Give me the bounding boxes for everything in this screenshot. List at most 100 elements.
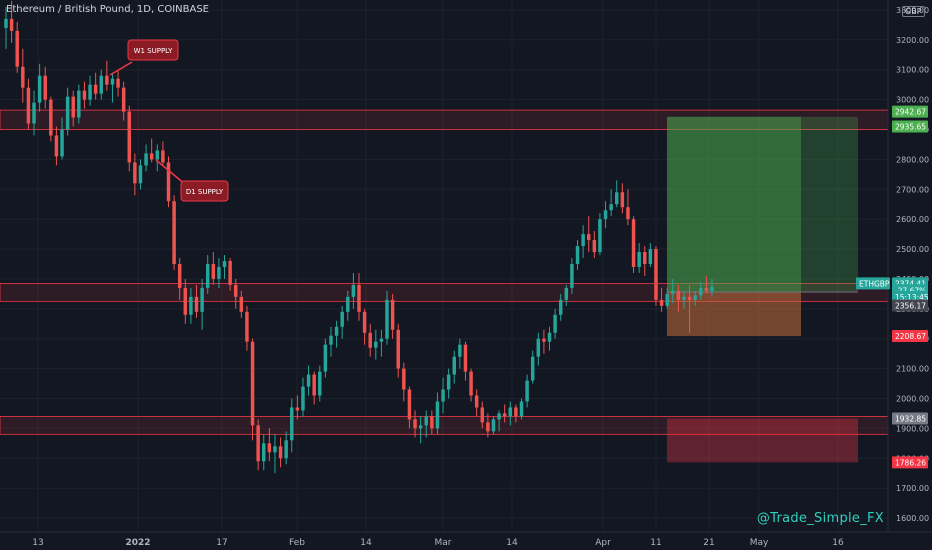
annotation-label: W1 SUPPLY <box>134 47 174 55</box>
price-label: 2935.65 <box>895 123 926 132</box>
candle-body <box>65 96 70 130</box>
candle-body <box>290 407 294 441</box>
candle-body <box>648 249 653 264</box>
candle-body <box>144 153 148 166</box>
candle-body <box>211 264 216 279</box>
candle-body <box>542 338 546 342</box>
candle-body <box>37 75 42 103</box>
position-target-area <box>667 116 801 293</box>
candle-body <box>671 290 675 294</box>
candle-body <box>514 407 518 417</box>
candle-body <box>446 374 451 390</box>
chart-title: Ethereum / British Pound, 1D, COINBASE <box>6 4 209 15</box>
price-labels: 2942.67 2935.65 ETHGBP 2374.41-27.67%15:13:… <box>856 105 929 469</box>
y-tick-label: 3200.00 <box>896 36 929 45</box>
candle-body <box>469 371 473 396</box>
candle-body <box>631 219 636 267</box>
price-label-bg <box>892 412 928 425</box>
candle-body <box>105 75 109 85</box>
candle-body <box>43 75 47 100</box>
y-tick-label: 1900.00 <box>896 424 929 433</box>
price-label: 15:13:45 <box>895 293 929 302</box>
candle-body <box>693 295 697 300</box>
callout-pointer <box>109 61 133 76</box>
candle-body <box>525 380 529 402</box>
candle-body <box>256 425 260 462</box>
candle-body <box>435 401 440 429</box>
callout-pointer <box>155 159 187 186</box>
candle-body <box>77 90 81 118</box>
price-label-bg <box>856 277 890 290</box>
candle-body <box>424 416 428 426</box>
candle-body <box>155 150 160 160</box>
price-label: 1786.26 <box>895 458 926 467</box>
candle-body <box>205 264 210 288</box>
price-label: ETHGBP <box>859 279 890 288</box>
candle-body <box>413 419 417 429</box>
candle-body <box>172 201 176 264</box>
y-tick-label: 2800.00 <box>896 155 929 164</box>
candle-body <box>676 290 681 300</box>
y-tick-label: 3100.00 <box>896 66 929 75</box>
candle-body <box>357 284 361 312</box>
candle-body <box>21 66 25 88</box>
candle-body <box>15 30 19 67</box>
price-label: 2356.17 <box>895 302 926 311</box>
candle-body <box>233 284 238 297</box>
y-tick-label: 2500.00 <box>896 245 929 254</box>
candle-body <box>312 374 316 396</box>
position-stop-area <box>667 418 858 463</box>
candle-body <box>166 162 171 202</box>
candle-body <box>508 407 513 417</box>
candle-body <box>530 356 535 381</box>
x-tick-label: 11 <box>650 538 661 548</box>
price-label-bg <box>892 299 928 312</box>
y-tick-label: 2700.00 <box>896 185 929 194</box>
candle-body <box>558 299 563 315</box>
candle-body <box>262 443 266 462</box>
candle-body <box>665 293 669 306</box>
callout-box-d1 <box>180 180 229 202</box>
candle-body <box>480 407 485 423</box>
candle-body <box>161 150 165 163</box>
candle-body <box>200 287 204 312</box>
currency-badge[interactable]: GBP <box>902 6 925 17</box>
candle-body <box>295 407 300 411</box>
candle-body <box>603 210 608 220</box>
price-label: 2374.41 <box>895 279 926 288</box>
candle-body <box>418 425 423 429</box>
price-label-bg <box>892 105 928 118</box>
candle-body <box>659 299 664 306</box>
candle-body <box>351 284 356 297</box>
candle-body <box>598 219 602 253</box>
price-label: -27.67% <box>895 286 926 295</box>
candle-body <box>620 192 625 208</box>
candle-body <box>217 266 221 279</box>
candle-body <box>430 416 434 429</box>
price-label: 2208.67 <box>895 332 926 341</box>
long-position-tool[interactable] <box>667 116 858 463</box>
candle-body <box>463 344 468 372</box>
candle-body <box>306 374 311 387</box>
price-label-bg <box>892 120 928 133</box>
candle-body <box>228 261 232 285</box>
candle-body <box>385 299 389 339</box>
candle-body <box>183 287 188 315</box>
candle-body <box>592 240 597 253</box>
candle-body <box>586 234 591 241</box>
x-tick-label: 17 <box>216 538 227 548</box>
candle-body <box>502 413 507 417</box>
y-tick-label: 3000.00 <box>896 96 929 105</box>
annotation-label: D1 SUPPLY <box>186 188 224 196</box>
candle-body <box>245 311 249 342</box>
x-tick-label: 2022 <box>125 538 150 548</box>
candle-body <box>93 84 98 94</box>
candle-body <box>654 249 658 300</box>
candle-body <box>402 368 406 390</box>
time-axis[interactable]: 13 2022 17 Feb 14 Mar 14 Apr 11 21 May 16 <box>0 531 932 548</box>
x-tick-label: Feb <box>289 538 305 548</box>
candle-body <box>32 102 36 124</box>
candle-body <box>699 287 703 296</box>
candle-body <box>278 446 283 459</box>
